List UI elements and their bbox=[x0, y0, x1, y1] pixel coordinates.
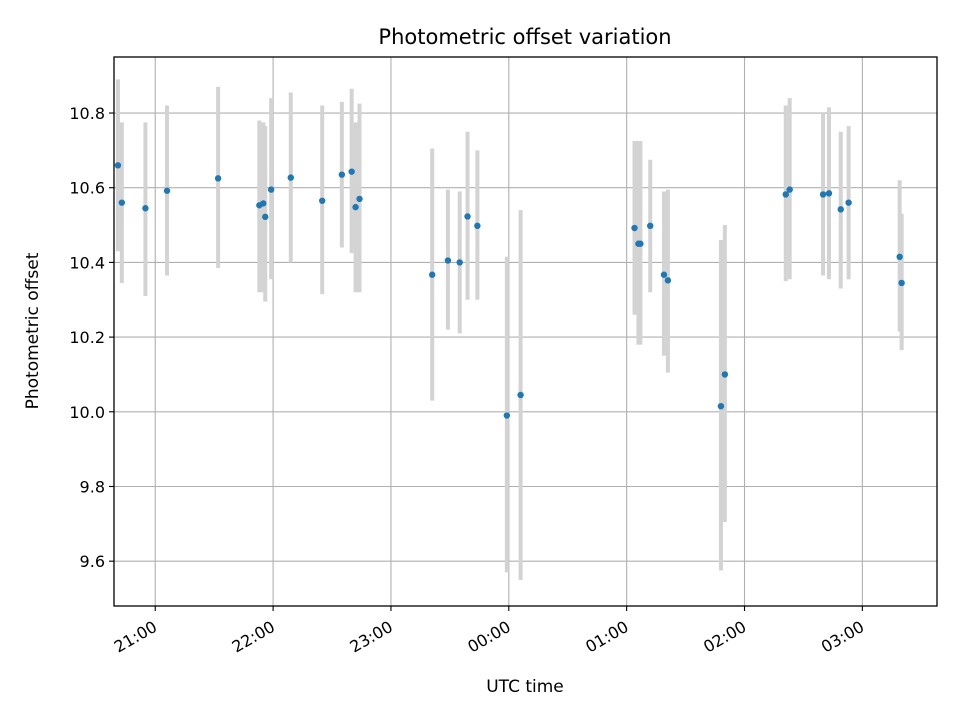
data-point bbox=[503, 412, 511, 419]
data-point bbox=[352, 203, 359, 211]
y-tick-label: 9.8 bbox=[80, 477, 105, 496]
y-axis-label: Photometric offset bbox=[23, 252, 43, 409]
data-point bbox=[356, 195, 363, 203]
data-point bbox=[782, 191, 789, 198]
data-point bbox=[348, 168, 355, 175]
data-point bbox=[163, 187, 171, 194]
data-point bbox=[896, 253, 903, 261]
data-point bbox=[464, 213, 471, 220]
y-tick-label: 10.2 bbox=[69, 328, 105, 347]
data-point bbox=[142, 205, 149, 212]
y-tick-label: 10.0 bbox=[69, 403, 105, 422]
chart-title: Photometric offset variation bbox=[378, 25, 671, 49]
data-point bbox=[114, 162, 122, 169]
y-tick-label: 10.4 bbox=[69, 253, 105, 272]
data-point bbox=[845, 199, 852, 206]
data-point bbox=[819, 191, 827, 198]
y-tick-label: 10.6 bbox=[69, 179, 105, 198]
data-point bbox=[456, 259, 463, 266]
data-point bbox=[786, 186, 793, 193]
data-point bbox=[260, 200, 267, 207]
grid bbox=[114, 57, 937, 606]
data-point bbox=[444, 257, 452, 264]
y-tick-label: 9.6 bbox=[80, 552, 105, 571]
data-point bbox=[631, 224, 638, 232]
data-point bbox=[267, 186, 275, 193]
data-point bbox=[429, 271, 436, 278]
data-point bbox=[717, 402, 725, 410]
plot-frame bbox=[113, 56, 938, 607]
y-tick-label: 10.8 bbox=[69, 104, 105, 123]
data-point bbox=[338, 171, 346, 178]
data-point bbox=[262, 213, 269, 221]
data-point bbox=[118, 199, 126, 206]
x-axis-label: UTC time bbox=[486, 677, 564, 697]
data-point bbox=[319, 197, 326, 204]
data-point bbox=[660, 271, 668, 278]
data-point bbox=[517, 391, 524, 399]
data-point bbox=[214, 175, 222, 182]
data-point bbox=[287, 174, 294, 181]
data-points bbox=[114, 162, 905, 419]
data-point bbox=[664, 277, 672, 284]
y-axis-ticks: 9.6 9.8 10.0 10.2 10.4 10.6 10.8 bbox=[69, 104, 114, 571]
data-point bbox=[637, 240, 644, 247]
data-point bbox=[721, 371, 729, 378]
data-point bbox=[474, 222, 481, 230]
data-point bbox=[837, 206, 844, 213]
data-point bbox=[647, 222, 654, 230]
data-point bbox=[825, 190, 833, 197]
data-point bbox=[898, 279, 905, 287]
